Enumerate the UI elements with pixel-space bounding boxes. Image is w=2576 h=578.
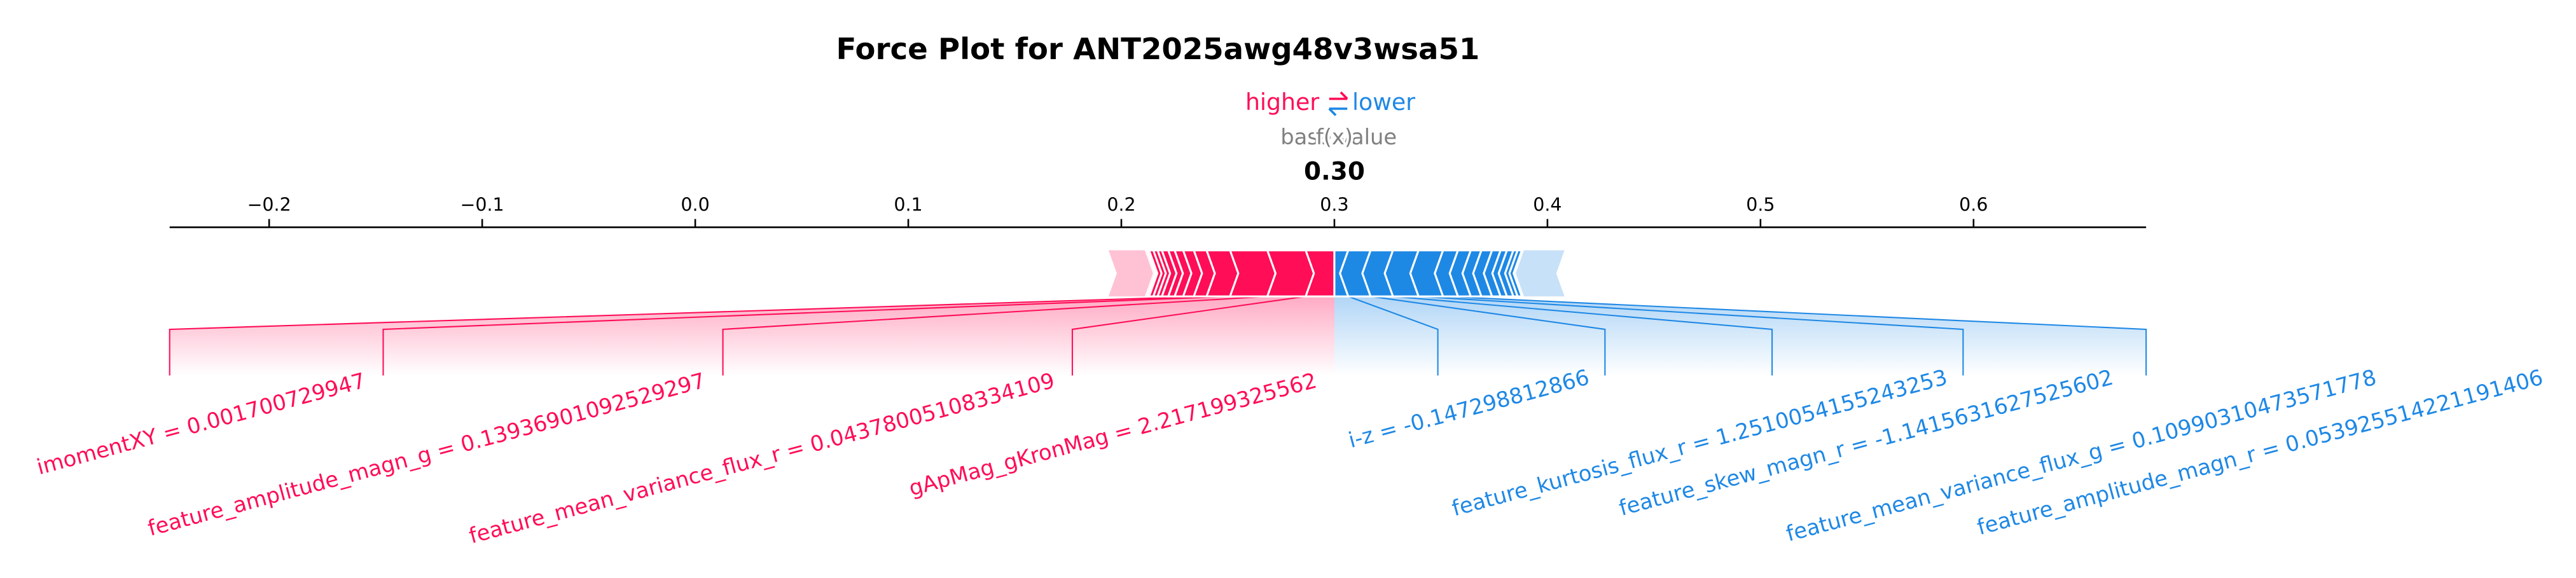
force-segment xyxy=(1108,250,1153,297)
fx-label: f(x) xyxy=(1316,125,1353,149)
feature-label: gApMag_gKronMag = 2.217199325562 xyxy=(906,368,1319,501)
connector xyxy=(1418,296,2147,376)
feature-label: i-z = -0.147298812866 xyxy=(1346,364,1592,453)
fx-value: 0.30 xyxy=(1304,157,1365,186)
lower-label: lower xyxy=(1352,88,1415,116)
connector xyxy=(723,296,1306,376)
connector xyxy=(1348,296,1605,376)
force-segment xyxy=(1143,249,1156,298)
direction-arrows xyxy=(1328,91,1348,116)
x-tick-label: 0.1 xyxy=(894,195,922,216)
force-segment xyxy=(1516,250,1565,297)
feature-label: imomentXY = 0.001700729947 xyxy=(34,368,368,480)
connector-line xyxy=(1370,296,1606,376)
connector-line xyxy=(1418,296,1964,376)
connector xyxy=(383,296,1268,376)
connector-line xyxy=(382,296,1230,376)
chart-title: Force Plot for ANT2025awg48v3wsa51 xyxy=(836,32,1479,66)
x-tick-label: 0.0 xyxy=(681,195,709,216)
x-tick-label: 0.5 xyxy=(1746,195,1775,216)
x-tick-label: 0.6 xyxy=(1959,195,1988,216)
feature-label: feature_amplitude_magn_g = 0.13936901092… xyxy=(145,368,708,541)
connector-line xyxy=(1443,296,2147,376)
connector xyxy=(1370,296,1773,376)
x-tick-label: −0.1 xyxy=(460,195,504,216)
connector-line xyxy=(1392,296,1773,376)
base-value-label: base value xyxy=(1280,125,1397,149)
connector xyxy=(169,296,1230,376)
x-tick-label: −0.2 xyxy=(247,195,291,216)
higher-label: higher xyxy=(1245,88,1319,116)
connector-line xyxy=(169,296,1207,376)
connector xyxy=(1334,296,1438,376)
connector xyxy=(1072,296,1334,376)
connector xyxy=(1393,296,1963,376)
feature-label: feature_mean_variance_flux_r = 0.0437800… xyxy=(466,368,1057,549)
x-tick-label: 0.2 xyxy=(1107,195,1135,216)
connector-line xyxy=(1348,296,1439,376)
x-tick-label: 0.3 xyxy=(1320,195,1348,216)
x-tick-label: 0.4 xyxy=(1533,195,1562,216)
force-segment xyxy=(1513,249,1526,298)
